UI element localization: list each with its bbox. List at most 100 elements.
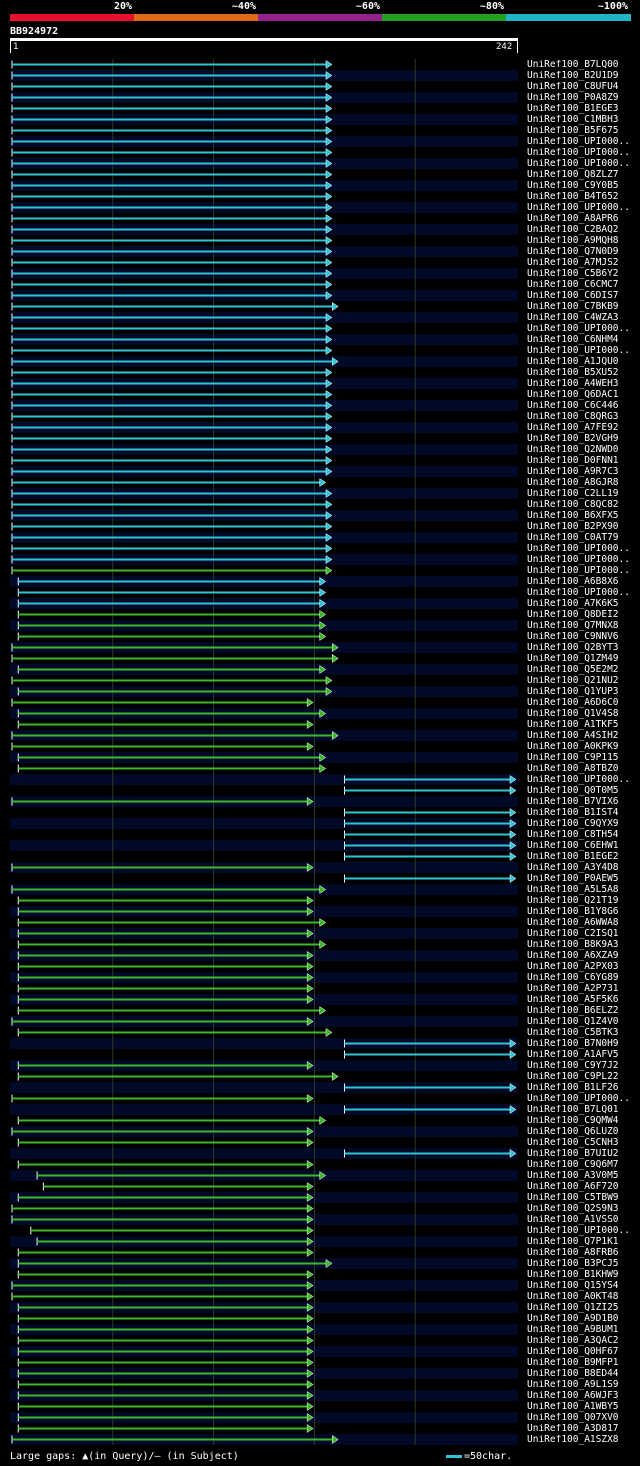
hit-label[interactable]: UniRef100_C6NHM4: [527, 335, 619, 345]
hit-label[interactable]: UniRef100_B1LF26: [527, 1083, 619, 1093]
hit-label[interactable]: UniRef100_A9MQH8: [527, 236, 619, 246]
hit-label[interactable]: UniRef100_B5F675: [527, 126, 619, 136]
hit-label[interactable]: UniRef100_A1AFV5: [527, 1050, 619, 1060]
hit-label[interactable]: UniRef100_UPI000..: [527, 588, 630, 598]
hit-label[interactable]: UniRef100_A8GJR8: [527, 478, 619, 488]
hit-label[interactable]: UniRef100_C5CNH3: [527, 1138, 619, 1148]
hit-label[interactable]: UniRef100_A6B8X6: [527, 577, 619, 587]
hit-label[interactable]: UniRef100_C9Q6M7: [527, 1160, 619, 1170]
hit-label[interactable]: UniRef100_Q6LUZ0: [527, 1127, 619, 1137]
hit-label[interactable]: UniRef100_UPI000..: [527, 137, 630, 147]
hit-label[interactable]: UniRef100_B1EGE3: [527, 104, 619, 114]
hit-label[interactable]: UniRef100_C9Y0B5: [527, 181, 619, 191]
hit-label[interactable]: UniRef100_A3QAC2: [527, 1336, 619, 1346]
hit-label[interactable]: UniRef100_C8QC82: [527, 500, 619, 510]
hit-label[interactable]: UniRef100_C2ISQ1: [527, 929, 619, 939]
hit-label[interactable]: UniRef100_Q2NWD0: [527, 445, 619, 455]
hit-label[interactable]: UniRef100_C9PL22: [527, 1072, 619, 1082]
hit-label[interactable]: UniRef100_Q8DEI2: [527, 610, 619, 620]
hit-label[interactable]: UniRef100_B7N0H9: [527, 1039, 619, 1049]
hit-label[interactable]: UniRef100_A9R7C3: [527, 467, 619, 477]
hit-label[interactable]: UniRef100_C9QMW4: [527, 1116, 619, 1126]
hit-label[interactable]: UniRef100_Q8ZLZ7: [527, 170, 619, 180]
hit-label[interactable]: UniRef100_C6YG89: [527, 973, 619, 983]
hit-label[interactable]: UniRef100_B2PX90: [527, 522, 619, 532]
hit-label[interactable]: UniRef100_C6CMC7: [527, 280, 619, 290]
hit-label[interactable]: UniRef100_Q7N0D9: [527, 247, 619, 257]
hit-label[interactable]: UniRef100_D0FNN1: [527, 456, 619, 466]
hit-label[interactable]: UniRef100_C7BKB9: [527, 302, 619, 312]
hit-label[interactable]: UniRef100_C0AT79: [527, 533, 619, 543]
hit-label[interactable]: UniRef100_A1TKF5: [527, 720, 619, 730]
hit-label[interactable]: UniRef100_A6WWA8: [527, 918, 619, 928]
hit-label[interactable]: UniRef100_Q5E2M2: [527, 665, 619, 675]
hit-label[interactable]: UniRef100_A5F5K6: [527, 995, 619, 1005]
hit-label[interactable]: UniRef100_C1MBH3: [527, 115, 619, 125]
hit-label[interactable]: UniRef100_C8TH54: [527, 830, 619, 840]
hit-label[interactable]: UniRef100_B6XFX5: [527, 511, 619, 521]
hit-label[interactable]: UniRef100_A7MJS2: [527, 258, 619, 268]
hit-label[interactable]: UniRef100_A2P731: [527, 984, 619, 994]
hit-label[interactable]: UniRef100_Q21T19: [527, 896, 619, 906]
hit-label[interactable]: UniRef100_A7K6K5: [527, 599, 619, 609]
hit-label[interactable]: UniRef100_Q6DAC1: [527, 390, 619, 400]
hit-label[interactable]: UniRef100_C8QRG3: [527, 412, 619, 422]
hit-label[interactable]: UniRef100_A3V0M5: [527, 1171, 619, 1181]
hit-label[interactable]: UniRef100_B7LQ00: [527, 60, 619, 70]
hit-label[interactable]: UniRef100_B1EGE2: [527, 852, 619, 862]
hit-label[interactable]: UniRef100_UPI000..: [527, 148, 630, 158]
hit-label[interactable]: UniRef100_A4SIH2: [527, 731, 619, 741]
hit-label[interactable]: UniRef100_B3PCJ5: [527, 1259, 619, 1269]
hit-label[interactable]: UniRef100_A8APR6: [527, 214, 619, 224]
hit-label[interactable]: UniRef100_P0AEW5: [527, 874, 619, 884]
hit-label[interactable]: UniRef100_A2PX03: [527, 962, 619, 972]
hit-label[interactable]: UniRef100_B8K9A3: [527, 940, 619, 950]
hit-label[interactable]: UniRef100_UPI000..: [527, 775, 630, 785]
hit-label[interactable]: UniRef100_A6WJF3: [527, 1391, 619, 1401]
hit-label[interactable]: UniRef100_B6ELZ2: [527, 1006, 619, 1016]
hit-label[interactable]: UniRef100_P0A8Z9: [527, 93, 619, 103]
hit-label[interactable]: UniRef100_C5B6Y2: [527, 269, 619, 279]
hit-label[interactable]: UniRef100_Q7MNX8: [527, 621, 619, 631]
hit-label[interactable]: UniRef100_Q07XV0: [527, 1413, 619, 1423]
hit-label[interactable]: UniRef100_A7FE92: [527, 423, 619, 433]
hit-label[interactable]: UniRef100_C9QYX9: [527, 819, 619, 829]
hit-label[interactable]: UniRef100_C8UFU4: [527, 82, 619, 92]
hit-label[interactable]: UniRef100_B7LQ01: [527, 1105, 619, 1115]
hit-label[interactable]: UniRef100_A6D6C0: [527, 698, 619, 708]
hit-label[interactable]: UniRef100_B7UIU2: [527, 1149, 619, 1159]
hit-label[interactable]: UniRef100_UPI000..: [527, 159, 630, 169]
hit-label[interactable]: UniRef100_C2BAQ2: [527, 225, 619, 235]
hit-label[interactable]: UniRef100_UPI000..: [527, 566, 630, 576]
hit-label[interactable]: UniRef100_B8ED44: [527, 1369, 619, 1379]
hit-label[interactable]: UniRef100_A9D1B0: [527, 1314, 619, 1324]
hit-label[interactable]: UniRef100_B1Y8G6: [527, 907, 619, 917]
hit-label[interactable]: UniRef100_Q2BYT3: [527, 643, 619, 653]
hit-label[interactable]: UniRef100_Q21NU2: [527, 676, 619, 686]
hit-label[interactable]: UniRef100_A9L1S9: [527, 1380, 619, 1390]
hit-label[interactable]: UniRef100_A6XZA9: [527, 951, 619, 961]
hit-label[interactable]: UniRef100_C9NNV6: [527, 632, 619, 642]
hit-label[interactable]: UniRef100_UPI000..: [527, 555, 630, 565]
hit-label[interactable]: UniRef100_Q15YS4: [527, 1281, 619, 1291]
hit-label[interactable]: UniRef100_C6C446: [527, 401, 619, 411]
hit-label[interactable]: UniRef100_B2U1D9: [527, 71, 619, 81]
hit-label[interactable]: UniRef100_B5XU52: [527, 368, 619, 378]
hit-label[interactable]: UniRef100_B1KHW9: [527, 1270, 619, 1280]
hit-label[interactable]: UniRef100_Q0HF67: [527, 1347, 619, 1357]
hit-label[interactable]: UniRef100_Q2S9N3: [527, 1204, 619, 1214]
hit-label[interactable]: UniRef100_A5L5A8: [527, 885, 619, 895]
hit-label[interactable]: UniRef100_B7VIX6: [527, 797, 619, 807]
hit-label[interactable]: UniRef100_A1JQU0: [527, 357, 619, 367]
hit-label[interactable]: UniRef100_C5TBW9: [527, 1193, 619, 1203]
hit-label[interactable]: UniRef100_A8FRB6: [527, 1248, 619, 1258]
hit-label[interactable]: UniRef100_A9BUM1: [527, 1325, 619, 1335]
hit-label[interactable]: UniRef100_A6F720: [527, 1182, 619, 1192]
hit-label[interactable]: UniRef100_UPI000..: [527, 544, 630, 554]
hit-label[interactable]: UniRef100_Q1YUP3: [527, 687, 619, 697]
hit-label[interactable]: UniRef100_C4WZA3: [527, 313, 619, 323]
hit-label[interactable]: UniRef100_A3Y4D8: [527, 863, 619, 873]
hit-label[interactable]: UniRef100_A3D817: [527, 1424, 619, 1434]
hit-label[interactable]: UniRef100_A0KT48: [527, 1292, 619, 1302]
hit-label[interactable]: UniRef100_UPI000..: [527, 324, 630, 334]
